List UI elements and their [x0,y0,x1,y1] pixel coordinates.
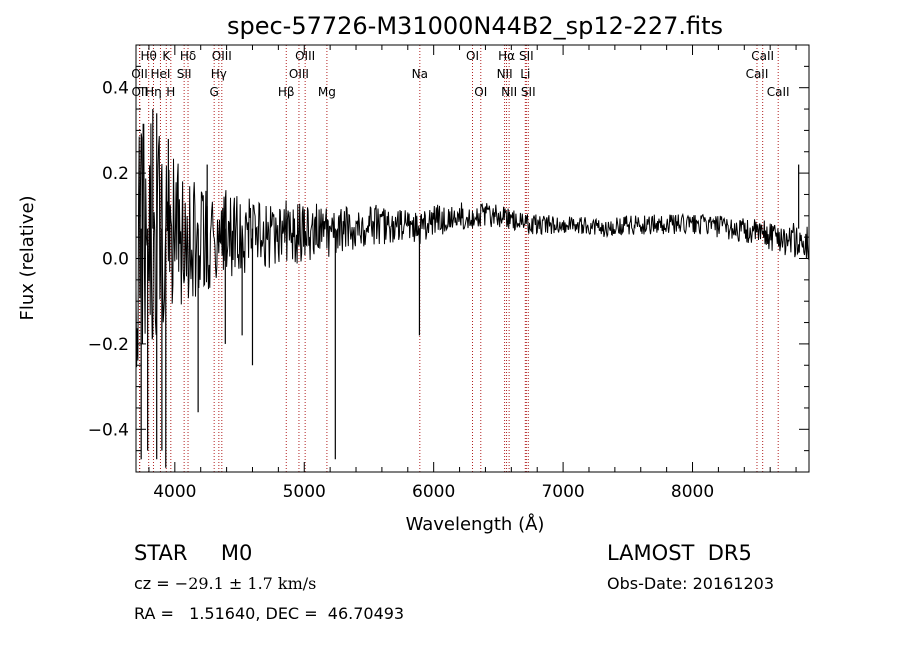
object-class: STAR M0 [134,541,253,565]
y-tick-label: −0.4 [88,420,129,440]
reference-line-label: CaII [767,85,790,99]
reference-line-label: Na [412,67,428,81]
reference-line-label: SII [521,85,536,99]
y-tick-label: 0.0 [102,250,129,270]
x-tick-label: 6000 [412,482,455,502]
y-tick-label: −0.2 [88,335,129,355]
reference-line-labels: Hθ K Hδ OIII OIII OI Hα SII CaII OII HeI SII Hγ OIII N… [131,49,789,99]
reference-line-label: SII [177,67,192,81]
x-tick-label: 7000 [541,482,584,502]
reference-line-label: G [210,85,219,99]
reference-line-label: OI [466,49,479,63]
y-axis-label: Flux (relative) [17,195,38,320]
reference-line-label: Hη [145,85,162,99]
coordinates: RA = 1.51640, DEC = 46.70493 [134,604,405,623]
reference-line-label: Hδ [180,49,196,63]
x-tick-label: 8000 [671,482,714,502]
x-tick-label: 4000 [153,482,196,502]
observation-date: Obs-Date: 20161203 [607,574,775,593]
reference-line-label: H [166,85,175,99]
y-tick-label: 0.2 [102,164,129,184]
reference-line-label: CaII [751,49,774,63]
reference-line-label: OIII [289,67,309,81]
axis-ticks: 4000 5000 6000 7000 8000 −0.4 −0.2 0.0 0.2 0.4 [88,45,809,502]
reference-line-label: OII [131,67,148,81]
reference-line-label: OIII [212,49,232,63]
spectrum-segment [472,202,810,260]
reference-line-label: CaII [746,67,769,81]
reference-line-label: K [162,49,171,63]
redshift-readout: cz = −29.1 ± 1.7 km/s [134,574,316,593]
x-tick-label: 5000 [283,482,326,502]
chart-title: spec-57726-M31000N44B2_sp12-227.fits [227,12,723,40]
reference-line-label: SII [519,49,534,63]
reference-line-label: Hβ [278,85,295,99]
reference-line-label: NII [501,85,517,99]
reference-line-label: Mg [318,85,336,99]
reference-line-label: OIII [295,49,315,63]
reference-line-label: Hα [498,49,515,63]
reference-line-label: OI [474,85,487,99]
cz-value: −29.1 ± 1.7 km/s [174,574,317,593]
reference-line-label: Hγ [211,67,227,81]
x-axis-label: Wavelength (Å) [406,513,545,535]
reference-line-label: Li [520,67,530,81]
reference-line-label: Hθ [140,49,156,63]
reference-line-label: NII [497,67,513,81]
reference-line-label: HeI [150,67,170,81]
survey-name: LAMOST DR5 [607,541,752,565]
cz-prefix: cz = [134,574,175,593]
y-tick-label: 0.4 [102,79,129,99]
spectrum-segment [135,123,473,368]
